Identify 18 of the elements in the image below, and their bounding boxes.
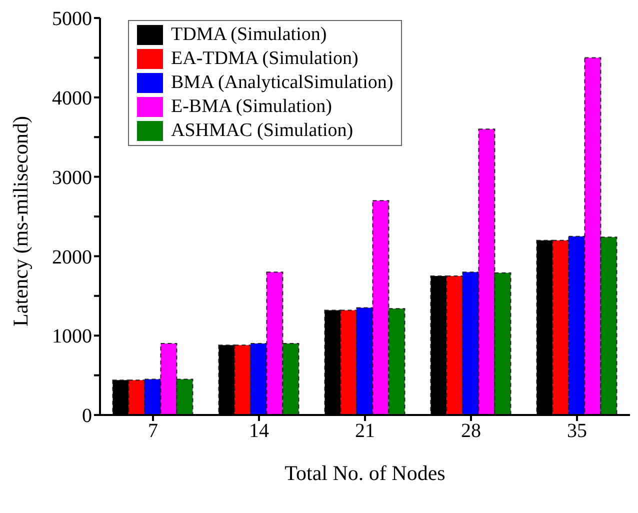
y-tick-label: 0 [82,405,92,428]
x-tick-label: 14 [249,420,269,442]
y-tick-label: 1000 [52,326,92,348]
legend-label: ASHMAC (Simulation) [171,120,354,142]
x-tick-label: 35 [567,420,587,442]
y-tick-label: 4000 [52,88,92,110]
legend-label: TDMA (Simulation) [171,24,327,46]
legend-label: BMA (AnalyticalSimulation) [171,72,394,94]
y-tick-label: 2000 [52,246,92,268]
x-axis-title: Total No. of Nodes [284,461,446,485]
x-tick-label: 28 [461,420,481,442]
legend-label: EA-TDMA (Simulation) [171,48,358,70]
legend-label: E-BMA (Simulation) [171,96,332,118]
x-tick-label: 7 [148,420,158,442]
x-tick-label: 21 [355,420,375,442]
y-tick-label: 3000 [52,166,92,189]
y-axis-title: Latency (ms-milisecond) [8,116,32,326]
y-tick-label: 5000 [52,8,92,30]
